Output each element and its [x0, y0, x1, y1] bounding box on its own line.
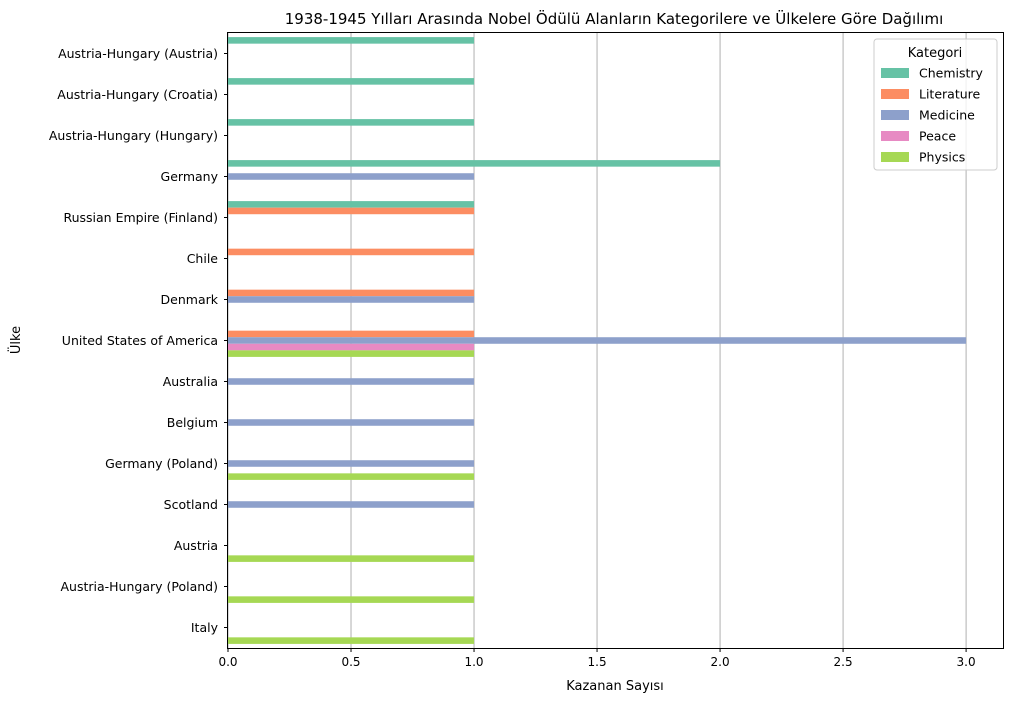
x-tick-label: 2.0 — [711, 655, 730, 669]
bar-literature — [228, 330, 475, 338]
y-tick-label: Belgium — [167, 415, 218, 430]
y-axis-label: Ülke — [7, 326, 24, 354]
y-tick-label: Austria-Hungary (Austria) — [58, 46, 218, 61]
bar-medicine — [228, 378, 475, 385]
legend-label: Medicine — [919, 108, 975, 123]
legend-swatch — [881, 110, 909, 120]
y-tick-label: Austria — [174, 538, 218, 553]
bar-physics — [228, 596, 475, 603]
y-tick-label: Italy — [191, 620, 219, 635]
bar-physics — [228, 473, 475, 480]
x-tick-label: 3.0 — [957, 655, 976, 669]
y-tick-label: Germany — [161, 169, 219, 184]
bar-literature — [228, 289, 475, 297]
bar-literature — [228, 207, 475, 215]
bar-medicine — [228, 337, 967, 344]
legend-swatch — [881, 131, 909, 141]
bar-literature — [228, 248, 475, 256]
y-tick-label: Austria-Hungary (Croatia) — [57, 87, 218, 102]
bar-chemistry — [228, 160, 721, 167]
legend-label: Literature — [919, 87, 981, 102]
legend: Kategori Chemistry Literature Medicine Peac… — [873, 38, 998, 171]
y-tick-label: Austria-Hungary (Poland) — [60, 579, 218, 594]
x-tick-label: 1.5 — [588, 655, 607, 669]
x-tick-label: 0.0 — [218, 655, 237, 669]
bar-medicine — [228, 296, 475, 303]
y-tick-label: Austria-Hungary (Hungary) — [49, 128, 218, 143]
x-tick-label: 0.5 — [341, 655, 360, 669]
legend-label: Chemistry — [919, 66, 984, 81]
bar-chemistry — [228, 119, 475, 126]
y-tick-label: Denmark — [161, 292, 219, 307]
x-tick-label: 1.0 — [464, 655, 483, 669]
bar-physics — [228, 555, 475, 562]
legend-swatch — [881, 152, 909, 162]
y-tick-label: Scotland — [164, 497, 218, 512]
legend-label: Peace — [919, 129, 956, 144]
bar-physics — [228, 350, 475, 357]
bar-medicine — [228, 419, 475, 426]
y-tick-label: Russian Empire (Finland) — [63, 210, 218, 225]
y-tick-label: Chile — [187, 251, 219, 266]
bar-physics — [228, 637, 475, 644]
bars — [228, 37, 967, 644]
bar-chemistry — [228, 201, 475, 208]
x-axis-ticks: 0.0 0.5 1.0 1.5 2.0 2.5 3.0 — [218, 648, 976, 669]
bar-medicine — [228, 460, 475, 467]
legend-swatch — [881, 89, 909, 99]
y-axis-ticks: Austria-Hungary (Austria) Austria-Hungary… — [49, 46, 228, 635]
x-axis-label: Kazanan Sayısı — [566, 679, 664, 694]
bar-peace — [228, 343, 475, 351]
bar-medicine — [228, 173, 475, 180]
chart-title: 1938-1945 Yılları Arasında Nobel Ödülü A… — [285, 9, 943, 28]
y-tick-label: Australia — [163, 374, 218, 389]
legend-swatch — [881, 68, 909, 78]
bar-chemistry — [228, 37, 475, 44]
bar-chemistry — [228, 78, 475, 85]
bar-medicine — [228, 501, 475, 508]
legend-label: Physics — [919, 150, 965, 165]
y-tick-label: Germany (Poland) — [105, 456, 218, 471]
legend-title: Kategori — [908, 46, 963, 61]
x-tick-label: 2.5 — [834, 655, 853, 669]
y-tick-label: United States of America — [62, 333, 218, 348]
